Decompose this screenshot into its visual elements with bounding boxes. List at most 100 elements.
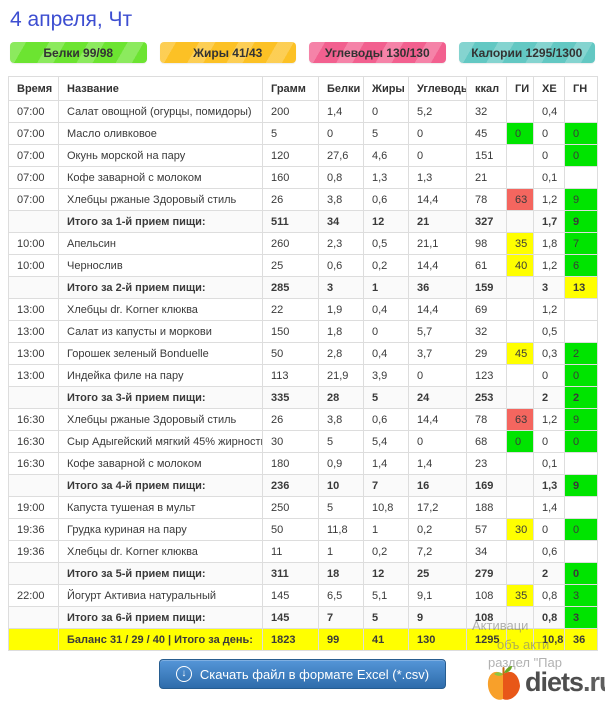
cell-xe: 0 <box>533 518 565 541</box>
cell-carbs: 0,2 <box>408 518 467 541</box>
food-row: 13:00 Горошек зеленый Bonduelle 50 2,8 0,4 3,… <box>8 342 598 365</box>
cell-gi <box>506 386 534 409</box>
column-header: ккал <box>466 76 507 101</box>
cell-grams: 145 <box>262 606 319 629</box>
cell-xe: 0,8 <box>533 584 565 607</box>
column-header: Время <box>8 76 59 101</box>
page-title: 4 апреля, Чт <box>10 8 133 31</box>
cell-name: Апельсин <box>58 232 263 255</box>
cell-kcal: 29 <box>466 342 507 365</box>
cell-kcal: 279 <box>466 562 507 585</box>
cell-gn: 0 <box>564 144 598 167</box>
meal-summary-row: Итого за 3-й прием пищи: 335 28 5 24 253 2 2 <box>8 386 598 409</box>
cell-time: 16:30 <box>8 452 59 475</box>
cell-gn: 0 <box>564 122 598 145</box>
cell-carbs: 25 <box>408 562 467 585</box>
cell-fat: 1,3 <box>363 166 409 189</box>
cell-name: Итого за 4-й прием пищи: <box>58 474 263 497</box>
cell-fat: 0,2 <box>363 540 409 563</box>
cell-time: 07:00 <box>8 144 59 167</box>
food-row: 19:00 Капуста тушеная в мульт 250 5 10,8 17,2… <box>8 496 598 519</box>
food-row: 16:30 Кофе заварной с молоком 180 0,9 1,4 1,4… <box>8 452 598 475</box>
cell-carbs: 14,4 <box>408 298 467 321</box>
cell-gi <box>506 166 534 189</box>
cell-protein: 3,8 <box>318 188 364 211</box>
cell-xe: 1,7 <box>533 210 565 233</box>
cell-grams: 311 <box>262 562 319 585</box>
meal-summary-row: Итого за 5-й прием пищи: 311 18 12 25 279 2 0 <box>8 562 598 585</box>
cell-name: Кофе заварной с молоком <box>58 452 263 475</box>
cell-kcal: 253 <box>466 386 507 409</box>
cell-protein: 6,5 <box>318 584 364 607</box>
cell-gn <box>564 540 598 563</box>
cell-kcal: 78 <box>466 408 507 431</box>
cell-carbs: 3,7 <box>408 342 467 365</box>
cell-grams: 285 <box>262 276 319 299</box>
cell-carbs: 17,2 <box>408 496 467 519</box>
column-header: ХЕ <box>533 76 565 101</box>
cell-name: Итого за 3-й прием пищи: <box>58 386 263 409</box>
apple-logo-icon <box>487 666 520 700</box>
cell-name: Салат овощной (огурцы, помидоры) <box>58 100 263 123</box>
cell-xe: 1,4 <box>533 496 565 519</box>
cell-fat: 3,9 <box>363 364 409 387</box>
cell-protein: 7 <box>318 606 364 629</box>
cell-fat: 0,4 <box>363 298 409 321</box>
cell-protein: 1,8 <box>318 320 364 343</box>
diets-ru-logo: diets.ru <box>486 662 605 702</box>
table-header-row: Время Название Грамм Белки Жиры Углеводы ккал Г… <box>8 76 598 101</box>
cell-fat: 4,6 <box>363 144 409 167</box>
column-header: Жиры <box>363 76 409 101</box>
cell-gi <box>506 364 534 387</box>
cell-protein: 2,3 <box>318 232 364 255</box>
cell-carbs: 7,2 <box>408 540 467 563</box>
cell-protein: 0,6 <box>318 254 364 277</box>
download-excel-button[interactable]: ↓ Скачать файл в формате Excel (*.csv) <box>158 659 447 689</box>
cell-time <box>8 386 59 409</box>
cell-xe: 0,1 <box>533 166 565 189</box>
cell-carbs: 1,3 <box>408 166 467 189</box>
cell-kcal: 57 <box>466 518 507 541</box>
cell-xe: 0 <box>533 144 565 167</box>
cell-gn: 13 <box>564 276 598 299</box>
cell-time: 19:00 <box>8 496 59 519</box>
cell-kcal: 1295 <box>466 628 507 651</box>
cell-time: 13:00 <box>8 298 59 321</box>
cell-xe: 0,8 <box>533 606 565 629</box>
cell-time: 13:00 <box>8 320 59 343</box>
cell-name: Итого за 6-й прием пищи: <box>58 606 263 629</box>
cell-time: 19:36 <box>8 518 59 541</box>
cell-time: 13:00 <box>8 342 59 365</box>
cell-carbs: 0 <box>408 430 467 453</box>
cell-carbs: 0 <box>408 364 467 387</box>
cell-gn: 2 <box>564 386 598 409</box>
badge-calories: Калории 1295/1300 <box>458 42 595 63</box>
cell-grams: 26 <box>262 188 319 211</box>
cell-grams: 30 <box>262 430 319 453</box>
cell-kcal: 327 <box>466 210 507 233</box>
cell-carbs: 130 <box>408 628 467 651</box>
column-header: Углеводы <box>408 76 467 101</box>
badge-protein: Белки 99/98 <box>10 42 147 63</box>
cell-carbs: 9 <box>408 606 467 629</box>
cell-kcal: 188 <box>466 496 507 519</box>
food-row: 19:36 Грудка куриная на пару 50 11,8 1 0,2 57 3… <box>8 518 598 541</box>
cell-fat: 1 <box>363 518 409 541</box>
cell-carbs: 16 <box>408 474 467 497</box>
food-row: 07:00 Окунь морской на пару 120 27,6 4,6 0 151… <box>8 144 598 167</box>
cell-gi: 0 <box>506 430 534 453</box>
column-header: Белки <box>318 76 364 101</box>
cell-protein: 34 <box>318 210 364 233</box>
cell-xe: 0,1 <box>533 452 565 475</box>
cell-grams: 511 <box>262 210 319 233</box>
cell-grams: 150 <box>262 320 319 343</box>
logo-text: diets.ru <box>525 666 605 697</box>
cell-carbs: 1,4 <box>408 452 467 475</box>
badge-carbs: Углеводы 130/130 <box>309 42 446 63</box>
cell-kcal: 169 <box>466 474 507 497</box>
cell-gi: 35 <box>506 584 534 607</box>
cell-gi: 63 <box>506 188 534 211</box>
cell-protein: 11,8 <box>318 518 364 541</box>
cell-xe: 0,3 <box>533 342 565 365</box>
cell-gi: 35 <box>506 232 534 255</box>
